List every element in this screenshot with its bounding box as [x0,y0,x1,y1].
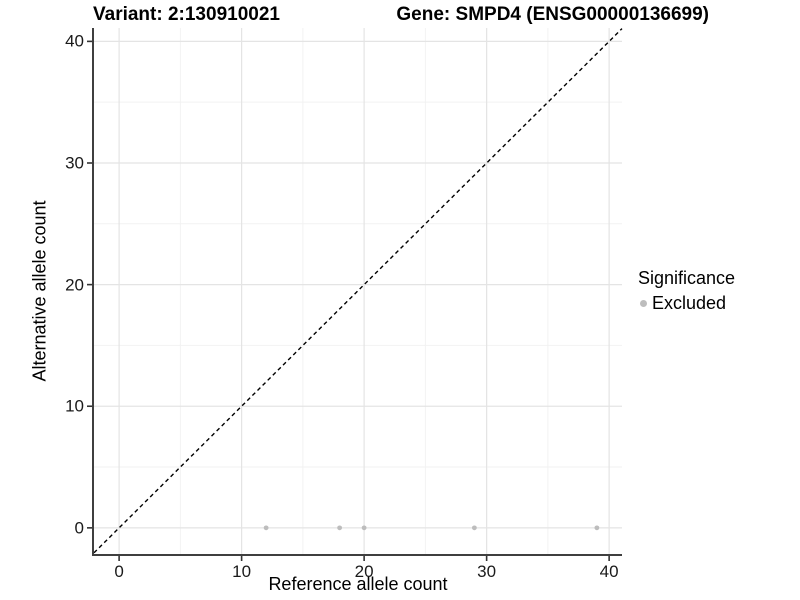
x-tick-label: 30 [477,562,497,581]
data-point [471,525,477,531]
y-tick-label: 20 [65,275,84,295]
y-tick-label: 10 [65,396,84,416]
legend-item-label: Excluded [652,293,727,313]
data-point [361,525,367,531]
legend: Significance Excluded [638,268,735,314]
plot-title-gene: Gene: SMPD4 (ENSG00000136699) [396,4,709,25]
legend-title: Significance [638,268,736,288]
data-point [594,525,600,531]
y-tick-label: 0 [74,518,84,538]
excluded-point-icon [640,300,647,307]
plot-title-variant: Variant: 2:130910021 [93,4,280,25]
x-tick-label: 20 [354,562,374,581]
x-tick-label: 0 [114,562,124,581]
x-axis-title: Reference allele count [268,574,448,594]
data-point [337,525,343,531]
y-tick-label: 30 [65,153,84,173]
x-tick-label: 10 [232,562,252,581]
legend-item-excluded: Excluded [638,293,735,314]
y-tick-label: 40 [65,31,84,51]
data-point [263,525,269,531]
x-tick-label: 40 [599,562,619,581]
identity-reference-line [93,28,623,554]
